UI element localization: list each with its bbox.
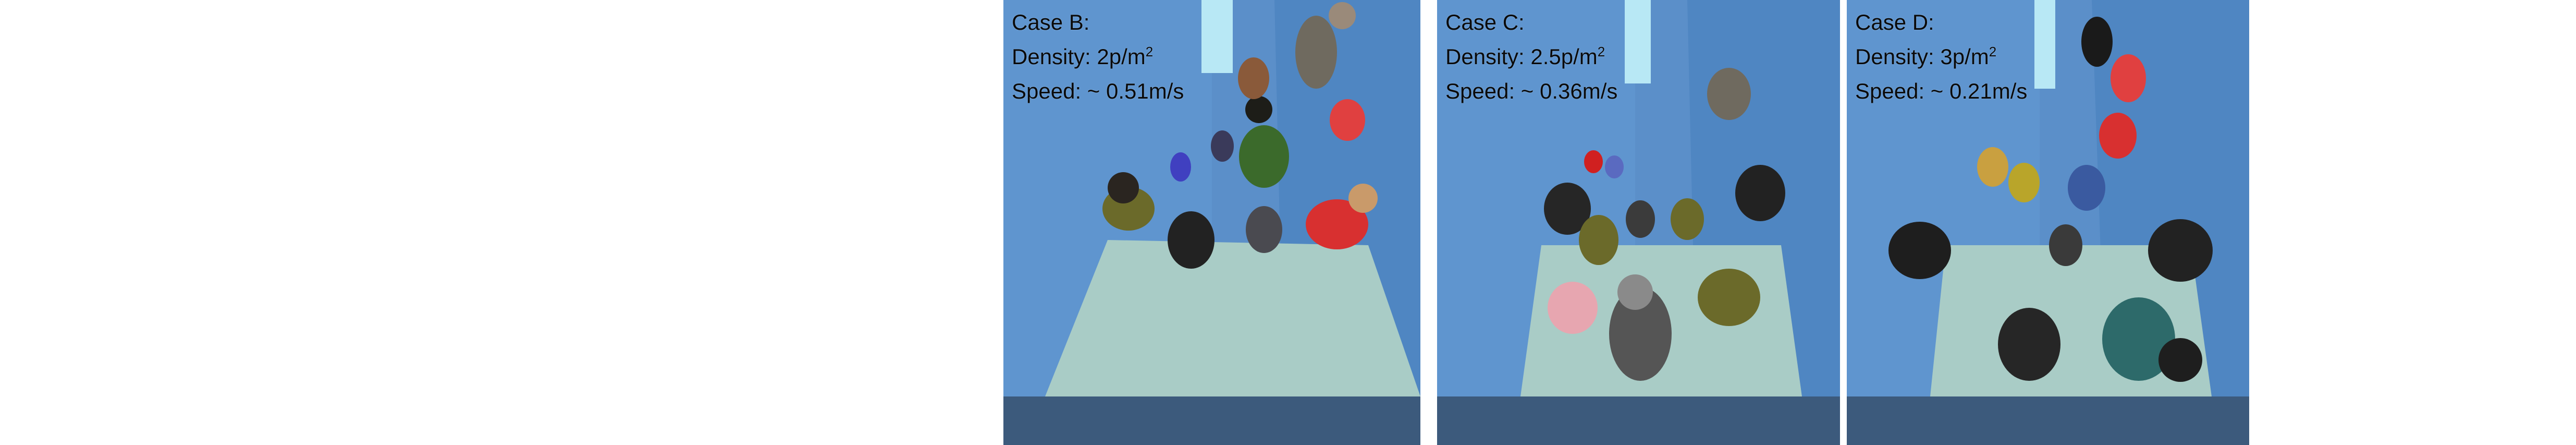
caption-d: Case D: Density: 3p/m2 Speed: ~ 0.21m/s [1855,5,2027,109]
panel-case-d: Case D: Density: 3p/m2 Speed: ~ 0.21m/s [1847,0,2249,445]
caption-c: Case C: Density: 2.5p/m2 Speed: ~ 0.36m/… [1445,5,1617,109]
corridor-scene-c [1437,0,1840,445]
crowd-d [1888,17,2213,382]
density-text: Density: 2.5p/m2 [1445,44,1605,69]
corridor-scene-d [1847,0,2249,445]
crowd-c [1544,68,1785,381]
crowd-b [1102,2,1378,269]
corridor-scene-b [1003,0,1420,445]
panel-case-b: Case B: Density: 2p/m2 Speed: ~ 0.51m/s [1003,0,1420,445]
density-text: Density: 2p/m2 [1012,44,1154,69]
case-label: Case C: [1445,10,1525,34]
density-text: Density: 3p/m2 [1855,44,1997,69]
panel-case-c: Case C: Density: 2.5p/m2 Speed: ~ 0.36m/… [1437,0,1840,445]
speed-text: Speed: ~ 0.51m/s [1012,79,1184,103]
case-label: Case B: [1012,10,1090,34]
case-label: Case D: [1855,10,1934,34]
caption-b: Case B: Density: 2p/m2 Speed: ~ 0.51m/s [1012,5,1184,109]
speed-text: Speed: ~ 0.36m/s [1445,79,1618,103]
speed-text: Speed: ~ 0.21m/s [1855,79,2028,103]
